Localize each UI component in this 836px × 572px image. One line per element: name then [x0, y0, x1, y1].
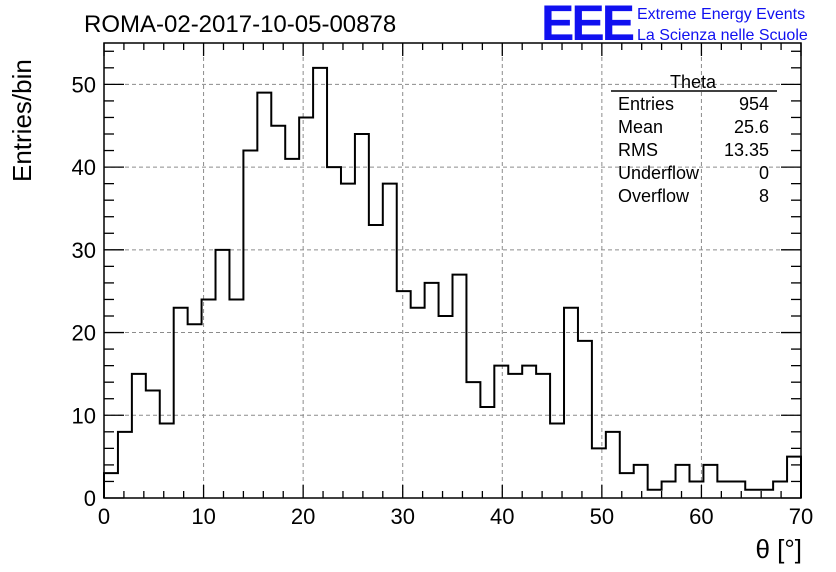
y-tick-label: 0 — [84, 486, 96, 511]
x-tick-label: 40 — [490, 504, 514, 529]
stats-row-value: 954 — [739, 94, 769, 114]
stats-row-label: Entries — [618, 94, 674, 114]
eee-logo-mark: EEE — [541, 0, 634, 51]
stats-row-label: RMS — [618, 140, 658, 160]
plot-frame — [103, 42, 802, 499]
eee-logo: EEE Extreme Energy Events La Scienza nel… — [541, 0, 808, 51]
y-tick-label: 40 — [72, 155, 96, 180]
stats-box-title: Theta — [670, 72, 717, 92]
x-tick-label: 50 — [590, 504, 614, 529]
y-tick-label: 10 — [72, 403, 96, 428]
stats-row-value: 0 — [759, 163, 769, 183]
axis-ticks — [103, 43, 802, 499]
chart-title: ROMA-02-2017-10-05-00878 — [84, 11, 396, 38]
stats-row-label: Mean — [618, 117, 663, 137]
y-axis-label: Entries/bin — [7, 59, 37, 182]
eee-logo-line1: Extreme Energy Events — [637, 6, 805, 23]
x-tick-label: 10 — [191, 504, 215, 529]
stats-box: Theta Entries 954 Mean 25.6 RMS 13.35 Underflo… — [611, 72, 777, 206]
stats-row-value: 13.35 — [724, 140, 769, 160]
eee-logo-line2: La Scienza nelle Scuole — [637, 27, 808, 44]
x-tick-label: 0 — [98, 504, 110, 529]
stats-row-value: 8 — [759, 186, 769, 206]
stats-row-value: 25.6 — [734, 117, 769, 137]
x-tick-label: 60 — [689, 504, 713, 529]
grid-lines — [104, 43, 801, 498]
y-tick-label: 30 — [72, 238, 96, 263]
y-tick-label: 50 — [72, 72, 96, 97]
tick-labels: 0 10 20 30 40 50 60 70 0 10 20 30 40 50 — [72, 72, 814, 529]
stats-row-label: Underflow — [618, 163, 700, 183]
histogram-series — [103, 66, 802, 498]
x-tick-label: 30 — [390, 504, 414, 529]
x-tick-label: 70 — [789, 504, 813, 529]
x-tick-label: 20 — [291, 504, 315, 529]
x-axis-label: θ [°] — [755, 534, 802, 564]
y-tick-label: 20 — [72, 321, 96, 346]
stats-row-label: Overflow — [618, 186, 690, 206]
